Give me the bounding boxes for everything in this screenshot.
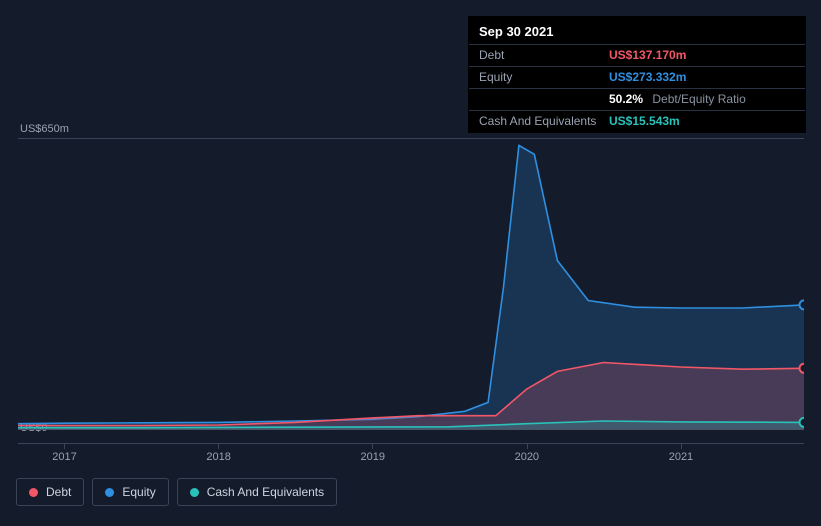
legend-dot [105,488,114,497]
plot-area[interactable] [18,141,804,441]
tooltip-row-value: US$273.332m [609,70,686,84]
tooltip-row-value: 50.2% Debt/Equity Ratio [609,92,746,106]
tooltip-row-label: Equity [479,70,609,84]
tooltip-row: DebtUS$137.170m [469,44,805,66]
tooltip-row-sub: Debt/Equity Ratio [643,92,746,106]
x-tick-label: 2018 [206,451,230,463]
series-end-marker [800,364,805,373]
tooltip-row-label: Debt [479,48,609,62]
legend-item-label: Cash And Equivalents [207,485,324,499]
tooltip-row: 50.2% Debt/Equity Ratio [469,88,805,110]
tooltip-row: EquityUS$273.332m [469,66,805,88]
tooltip-row: Cash And EquivalentsUS$15.543m [469,110,805,132]
financial-chart: Sep 30 2021 DebtUS$137.170mEquityUS$273.… [0,0,821,526]
legend-item[interactable]: Debt [16,478,84,506]
x-tick-label: 2021 [669,451,693,463]
series-area [18,363,804,430]
legend-item-label: Equity [122,485,155,499]
series-end-marker [800,418,805,427]
x-tick-mark [527,443,528,449]
chart-tooltip: Sep 30 2021 DebtUS$137.170mEquityUS$273.… [468,16,806,133]
x-tick-mark [681,443,682,449]
legend-item[interactable]: Cash And Equivalents [177,478,337,506]
tooltip-date: Sep 30 2021 [469,17,805,44]
y-axis-max-label: US$650m [20,123,69,135]
x-tick-label: 2017 [52,451,76,463]
legend: Debt Equity Cash And Equivalents [16,478,337,506]
tooltip-row-value: US$15.543m [609,114,680,128]
x-tick-label: 2020 [515,451,539,463]
x-tick-label: 2019 [360,451,384,463]
legend-dot [190,488,199,497]
x-tick-mark [218,443,219,449]
series-end-marker [800,300,805,309]
tooltip-row-label [479,92,609,106]
legend-item[interactable]: Equity [92,478,168,506]
series-svg [18,141,804,441]
legend-item-label: Debt [46,485,71,499]
x-tick-mark [372,443,373,449]
tooltip-row-label: Cash And Equivalents [479,114,609,128]
tooltip-row-value: US$137.170m [609,48,686,62]
legend-dot [29,488,38,497]
x-axis-line [18,443,804,444]
plot-top-line [18,138,804,139]
x-tick-mark [64,443,65,449]
